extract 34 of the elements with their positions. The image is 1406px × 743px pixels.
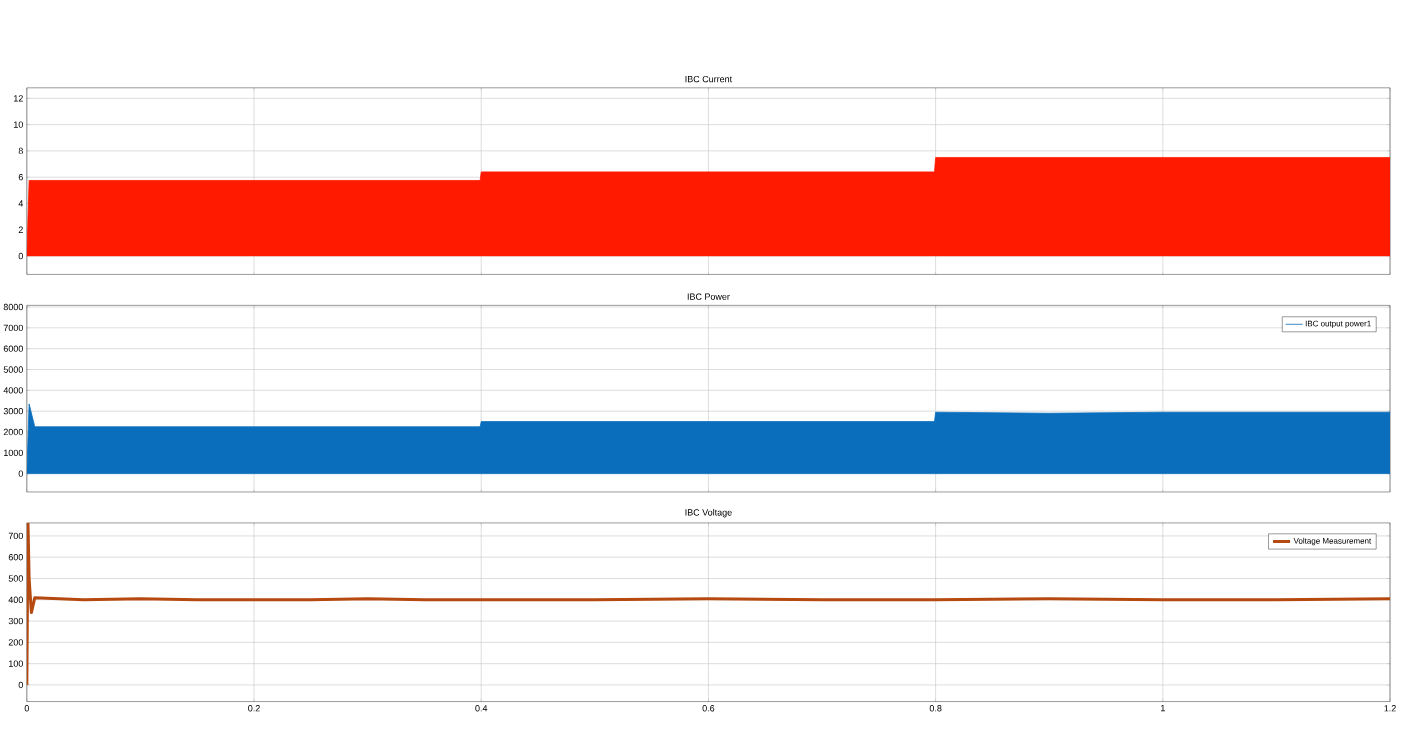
y-tick-label: 10 — [14, 121, 23, 128]
y-tick-label: 8 — [18, 147, 23, 154]
x-tick-label: 0.6 — [702, 704, 715, 712]
chart-title: IBC Current — [685, 75, 733, 83]
chart-title: IBC Power — [687, 293, 730, 300]
y-tick-label: 100 — [9, 660, 23, 667]
y-tick-label: 0 — [18, 252, 23, 259]
y-tick-label: 12 — [14, 94, 23, 102]
y-tick-label: 500 — [8, 575, 23, 582]
x-tick-label: 0 — [24, 704, 29, 712]
y-tick-label: 700 — [8, 532, 23, 539]
y-tick-label: 5000 — [3, 366, 23, 373]
y-tick-label: 4 — [18, 200, 24, 207]
y-tick-label: 2000 — [3, 428, 23, 435]
y-tick-label: 0 — [18, 470, 23, 477]
chart-title: IBC Voltage — [685, 508, 732, 518]
x-tick-label: 0.8 — [929, 704, 942, 712]
y-tick-label: 0 — [18, 681, 23, 688]
y-tick-label: 400 — [8, 596, 23, 603]
y-tick-label: 4000 — [3, 386, 23, 394]
y-tick-label: 200 — [8, 638, 23, 646]
y-tick-label: 1000 — [4, 449, 23, 456]
x-tick-label: 1 — [1161, 704, 1165, 712]
x-tick-label: 1.2 — [1384, 704, 1396, 712]
y-tick-label: 6000 — [3, 345, 23, 352]
y-tick-label: 300 — [8, 617, 23, 625]
x-tick-label: 0.2 — [248, 704, 260, 712]
y-tick-label: 3000 — [3, 407, 23, 415]
y-tick-label: 600 — [8, 553, 23, 561]
y-tick-label: 2 — [18, 226, 23, 233]
y-tick-label: 8000 — [3, 303, 23, 310]
y-tick-label: 6 — [18, 173, 23, 181]
y-tick-label: 7000 — [3, 324, 23, 331]
x-tick-label: 0.4 — [475, 704, 488, 712]
